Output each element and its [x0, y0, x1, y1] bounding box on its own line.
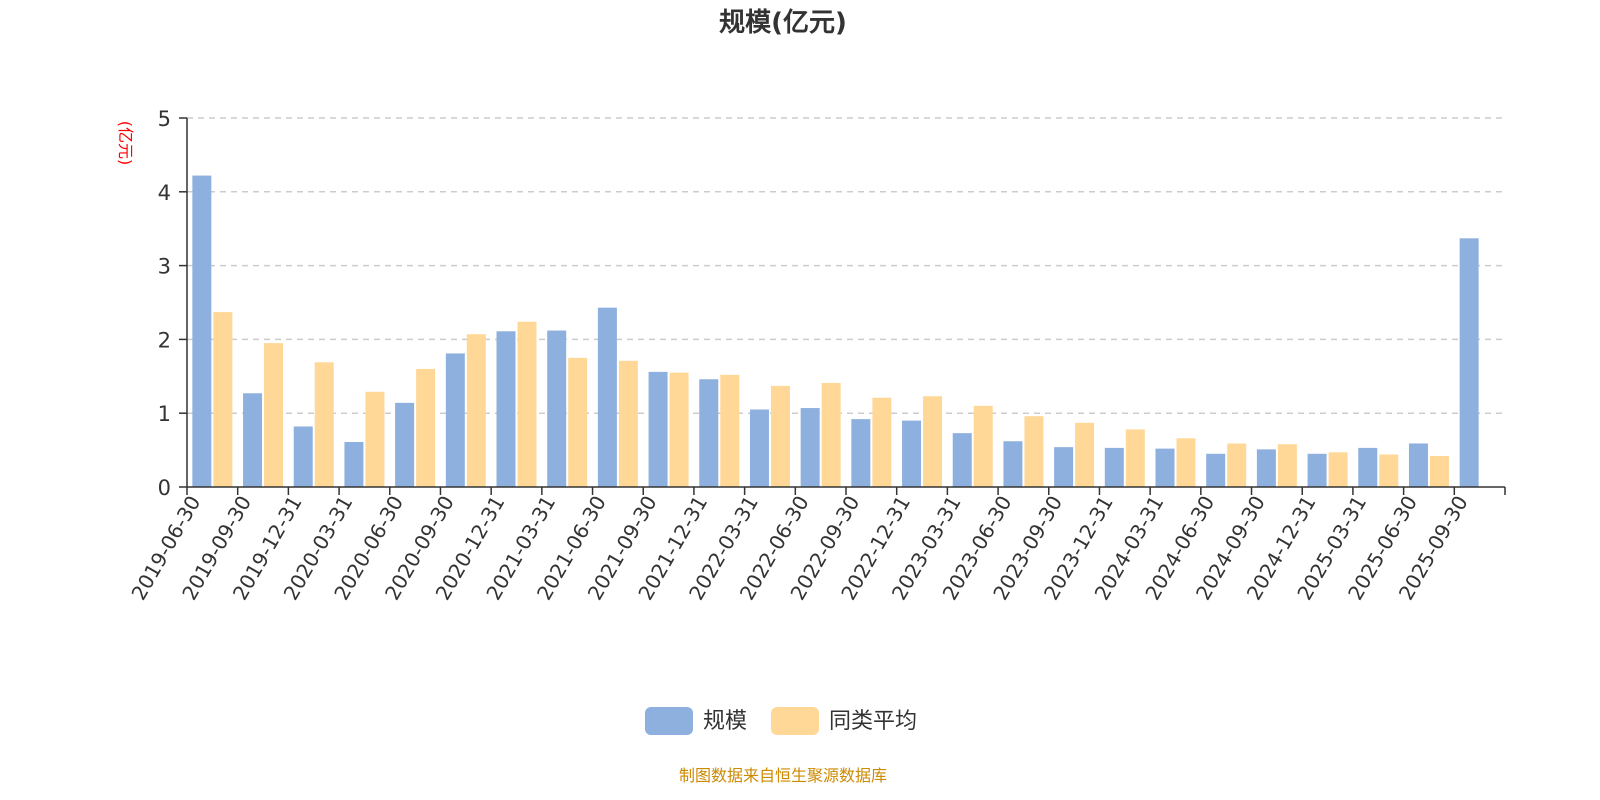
bar-series-2[interactable]	[213, 312, 233, 487]
bar-series-1[interactable]	[293, 426, 313, 487]
bar-series-1[interactable]	[547, 330, 567, 487]
legend-label-series-1[interactable]: 规模	[703, 709, 747, 734]
y-tick-label: 3	[158, 255, 171, 279]
bar-series-1[interactable]	[1054, 447, 1074, 487]
bar-series-1[interactable]	[1155, 448, 1175, 487]
bar-series-2[interactable]	[1429, 456, 1449, 487]
bar-series-1[interactable]	[192, 175, 212, 487]
legend-label-series-2[interactable]: 同类平均	[829, 709, 917, 734]
bar-series-1[interactable]	[699, 379, 719, 487]
bar-series-1[interactable]	[344, 441, 364, 487]
bar-series-1[interactable]	[445, 353, 465, 487]
bar-series-2[interactable]	[973, 405, 993, 487]
bar-series-1[interactable]	[851, 419, 871, 487]
y-tick-label: 5	[158, 107, 171, 131]
bar-series-1[interactable]	[243, 393, 263, 487]
bar-series-2[interactable]	[821, 382, 841, 487]
bar-series-1[interactable]	[1256, 449, 1276, 487]
bar-series-1[interactable]	[1104, 447, 1124, 487]
x-axis-ticks: 2019-06-302019-09-302019-12-312020-03-31…	[126, 487, 1506, 604]
legend-swatch-series-2[interactable]	[771, 707, 819, 735]
bar-series-2[interactable]	[1075, 422, 1095, 487]
bar-series-1[interactable]	[1459, 238, 1479, 487]
gridlines	[187, 117, 1505, 414]
bar-series-2[interactable]	[416, 368, 436, 487]
bar-series-2[interactable]	[365, 391, 385, 487]
bar-series-2[interactable]	[872, 397, 892, 487]
bar-series-2[interactable]	[517, 321, 537, 487]
bar-series-2[interactable]	[669, 372, 689, 487]
y-tick-label: 1	[158, 402, 171, 426]
bar-series-1[interactable]	[395, 402, 415, 487]
bar-series-2[interactable]	[770, 385, 790, 487]
bar-series-2[interactable]	[568, 357, 588, 487]
bar-series-1[interactable]	[1408, 443, 1428, 487]
bar-series-2[interactable]	[1227, 443, 1247, 487]
bar-series-1[interactable]	[496, 331, 516, 487]
bar-series-2[interactable]	[1277, 444, 1297, 487]
bar-series-1[interactable]	[902, 420, 922, 487]
bar-series-2[interactable]	[923, 396, 943, 487]
bar-series-1[interactable]	[749, 409, 769, 487]
bar-series-1[interactable]	[597, 307, 617, 487]
y-tick-label: 4	[158, 181, 171, 205]
legend: 规模 同类平均	[645, 707, 917, 735]
y-axis-unit-label: (亿元)	[116, 121, 135, 166]
bar-series-2[interactable]	[618, 360, 638, 487]
bar-series-1[interactable]	[1307, 453, 1327, 487]
bar-series-1[interactable]	[648, 371, 668, 487]
y-axis-ticks: 0 1 2 3 4 5	[158, 107, 187, 500]
y-tick-label: 2	[158, 328, 171, 352]
bar-series-1[interactable]	[1206, 453, 1226, 487]
bar-series-1[interactable]	[952, 433, 972, 487]
y-tick-label: 0	[158, 476, 171, 500]
bar-series-2[interactable]	[1379, 454, 1399, 487]
bar-series-2[interactable]	[1125, 429, 1145, 487]
legend-swatch-series-1[interactable]	[645, 707, 693, 735]
bar-series-2[interactable]	[720, 374, 740, 487]
bar-series-2[interactable]	[1024, 416, 1044, 487]
bar-series-2[interactable]	[1176, 438, 1196, 487]
bar-series-2[interactable]	[1328, 452, 1348, 487]
bar-series-1[interactable]	[1003, 441, 1023, 487]
axes	[186, 118, 1505, 488]
bar-series-1[interactable]	[800, 408, 820, 487]
bar-series-2[interactable]	[314, 362, 334, 487]
chart-title: 规模(亿元)	[719, 8, 847, 38]
bar-series-2[interactable]	[466, 334, 486, 487]
bar-series-1[interactable]	[1358, 447, 1378, 487]
bar-series-2[interactable]	[264, 343, 284, 487]
source-note: 制图数据来自恒生聚源数据库	[679, 766, 887, 785]
bars	[192, 175, 1479, 487]
